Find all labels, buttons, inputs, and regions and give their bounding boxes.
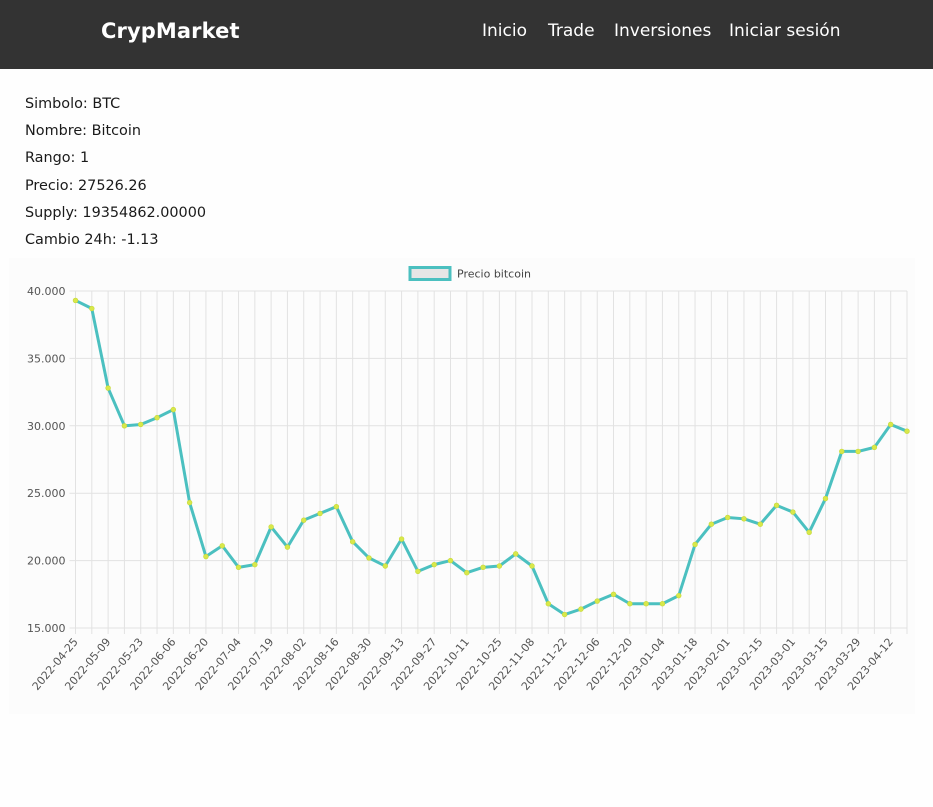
- data-point[interactable]: [561, 611, 568, 618]
- data-point[interactable]: [773, 502, 780, 509]
- data-point[interactable]: [806, 529, 812, 535]
- y-tick-label: 35.000: [27, 352, 66, 365]
- data-point[interactable]: [349, 539, 356, 545]
- data-point[interactable]: [203, 553, 209, 560]
- price-chart: 40.000 35.000 30.000 25.000 20.000 15.000 202…: [9, 258, 915, 714]
- coin-price: Precio: 27526.26: [25, 177, 147, 194]
- data-point[interactable]: [692, 541, 698, 548]
- coin-symbol: Simbolo: BTC: [25, 96, 121, 112]
- coin-info: Simbolo: BTC Nombre: Bitcoin Rango: 1 Pr…: [25, 94, 206, 257]
- chart-legend[interactable]: Precio bitcoin: [408, 266, 531, 281]
- data-point[interactable]: [252, 561, 258, 568]
- data-point[interactable]: [398, 536, 405, 542]
- data-point[interactable]: [757, 521, 763, 527]
- y-tick-label: 30.000: [27, 420, 66, 433]
- data-point[interactable]: [594, 598, 600, 604]
- brand-logo[interactable]: CrypMarket: [101, 19, 240, 43]
- data-point[interactable]: [464, 570, 470, 576]
- data-point[interactable]: [219, 543, 225, 549]
- nav-link-inversiones[interactable]: Inversiones: [614, 21, 712, 41]
- price-chart-svg: 40.000 35.000 30.000 25.000 20.000 15.000 202…: [27, 266, 910, 693]
- data-point[interactable]: [496, 563, 503, 569]
- series-line-precio-bitcoin: [74, 299, 908, 617]
- nav-link-inicio[interactable]: Inicio: [482, 21, 527, 41]
- y-axis: 40.000 35.000 30.000 25.000 20.000 15.000: [27, 285, 66, 635]
- data-point[interactable]: [529, 563, 535, 569]
- data-point[interactable]: [513, 551, 519, 557]
- data-point[interactable]: [138, 421, 144, 428]
- navbar: CrypMarket Inicio Trade Inversiones Inic…: [0, 0, 933, 69]
- data-point[interactable]: [366, 555, 372, 561]
- y-tick-label: 15.000: [27, 622, 66, 635]
- data-point[interactable]: [186, 499, 193, 506]
- data-point[interactable]: [578, 606, 584, 612]
- data-point[interactable]: [822, 495, 829, 502]
- data-point[interactable]: [268, 524, 274, 530]
- chart-grid: [69, 290, 908, 634]
- data-point[interactable]: [659, 601, 666, 607]
- data-point[interactable]: [610, 591, 617, 597]
- data-point[interactable]: [708, 521, 715, 527]
- y-tick-label: 25.000: [27, 487, 66, 500]
- data-point[interactable]: [447, 557, 454, 564]
- nav-link-iniciar-sesion[interactable]: Iniciar sesión: [729, 21, 841, 41]
- data-point[interactable]: [121, 423, 128, 429]
- data-point[interactable]: [235, 564, 242, 571]
- x-axis: 2022-04-252022-05-092022-05-232022-06-06…: [30, 636, 896, 693]
- data-point[interactable]: [724, 514, 731, 521]
- data-point[interactable]: [545, 601, 552, 607]
- legend-swatch: [408, 266, 452, 281]
- data-point[interactable]: [904, 428, 910, 434]
- data-point[interactable]: [887, 421, 894, 428]
- nav-link-trade[interactable]: Trade: [548, 21, 595, 41]
- data-point[interactable]: [333, 503, 340, 510]
- data-point[interactable]: [382, 563, 388, 569]
- data-point[interactable]: [154, 415, 160, 421]
- coin-rank: Rango: 1: [25, 150, 90, 167]
- data-point[interactable]: [301, 517, 307, 523]
- y-tick-label: 20.000: [27, 555, 66, 568]
- data-point[interactable]: [415, 568, 421, 575]
- data-point[interactable]: [871, 444, 878, 451]
- series-points: [72, 297, 910, 618]
- y-tick-label: 40.000: [27, 285, 66, 298]
- data-point[interactable]: [676, 592, 682, 599]
- legend-label: Precio bitcoin: [457, 268, 531, 281]
- data-point[interactable]: [643, 601, 649, 607]
- data-point[interactable]: [480, 564, 486, 571]
- data-point[interactable]: [317, 510, 323, 517]
- data-point[interactable]: [89, 305, 95, 312]
- data-point[interactable]: [170, 406, 177, 413]
- data-point[interactable]: [72, 297, 79, 304]
- data-point[interactable]: [105, 385, 111, 391]
- data-point[interactable]: [839, 448, 845, 455]
- coin-change-24h: Cambio 24h: -1.13: [25, 231, 159, 248]
- coin-supply: Supply: 19354862.00000: [25, 204, 207, 221]
- data-point[interactable]: [790, 509, 796, 515]
- data-point[interactable]: [855, 448, 861, 455]
- data-point[interactable]: [627, 601, 633, 607]
- coin-name: Nombre: Bitcoin: [25, 123, 141, 140]
- data-point[interactable]: [284, 544, 291, 550]
- data-point[interactable]: [741, 516, 747, 522]
- data-point[interactable]: [431, 561, 437, 568]
